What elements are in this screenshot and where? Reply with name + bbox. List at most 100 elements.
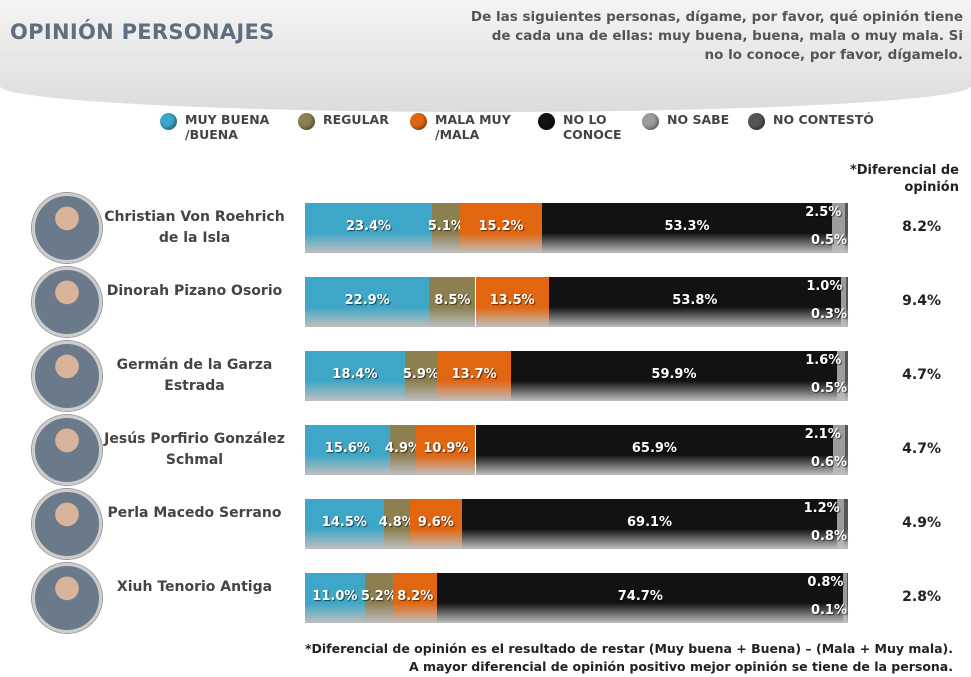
- legend-item: MUY BUENA /BUENA: [160, 112, 280, 142]
- bar-segment: [429, 277, 476, 327]
- bar-segment: [542, 203, 832, 253]
- person-photo: [32, 563, 102, 633]
- data-label: 5.1%: [427, 219, 464, 234]
- bar-segment: [846, 277, 848, 327]
- differential-value: 2.8%: [902, 589, 941, 605]
- data-label: 15.2%: [478, 219, 524, 234]
- person-photo: [32, 489, 102, 559]
- data-label: 14.5%: [321, 515, 367, 530]
- differential-value: 4.7%: [902, 367, 941, 383]
- bar-segment: [833, 425, 845, 475]
- question: De las siguientes personas, dígame, por …: [471, 8, 963, 65]
- question-line: De las siguientes personas, dígame, por …: [470, 9, 963, 25]
- data-label: 15.6%: [324, 441, 370, 456]
- data-label: 8.5%: [434, 293, 471, 308]
- data-label: 65.9%: [631, 441, 677, 456]
- data-label: 4.9%: [384, 441, 422, 456]
- bar-segment: [511, 351, 837, 401]
- differential-header: *Diferencial de opinión: [849, 163, 959, 195]
- bar-segment: [475, 425, 834, 475]
- data-label: 74.7%: [617, 589, 663, 604]
- bar-segment: [836, 351, 846, 401]
- data-label: 1.6%: [805, 353, 842, 368]
- legend-label: NO CONTESTÓ: [773, 112, 874, 127]
- bar-segment: [364, 573, 393, 623]
- data-label: 13.5%: [489, 293, 535, 308]
- data-label: 0.5%: [810, 381, 847, 396]
- bar-segment: [475, 277, 549, 327]
- differential-value: 4.7%: [902, 441, 941, 457]
- data-label: 1.0%: [806, 279, 843, 294]
- bar-segment: [436, 351, 512, 401]
- legend-label: REGULAR: [323, 112, 389, 127]
- bar-segment: [840, 277, 847, 327]
- data-label: 11.0%: [312, 589, 358, 604]
- bar-segment: [305, 425, 390, 475]
- data-label: 5.2%: [360, 589, 397, 604]
- data-label: 0.5%: [810, 233, 847, 248]
- bar-segment: [459, 203, 543, 253]
- person-photo: [32, 193, 102, 263]
- data-label: 1.2%: [803, 501, 840, 516]
- legend-swatch: [298, 113, 315, 130]
- data-label: 2.5%: [805, 205, 842, 220]
- bar-segment: [847, 573, 848, 623]
- bar-segment: [548, 277, 841, 327]
- bar-segment: [404, 351, 437, 401]
- data-label: 4.8%: [378, 515, 415, 530]
- chart-title: OPINIÓN PERSONAJES: [10, 20, 275, 44]
- bar-segment: [305, 499, 384, 549]
- data-label: 0.8%: [810, 529, 847, 544]
- header-band: [0, 0, 971, 112]
- data-label: 13.7%: [451, 367, 497, 382]
- bar-segment: [392, 573, 438, 623]
- bar-segment: [844, 425, 848, 475]
- data-label: 0.3%: [810, 307, 847, 322]
- person-photo: [32, 267, 102, 337]
- data-label: 18.4%: [332, 367, 378, 382]
- bar-segment: [845, 203, 848, 253]
- question-line: no lo conoce, por favor, dígamelo.: [704, 47, 963, 63]
- data-label: 53.3%: [664, 219, 710, 234]
- footnote: A mayor diferencial de opinión positivo …: [408, 659, 953, 674]
- legend-label: MALA MUY /MALA: [435, 112, 511, 142]
- data-label: 8.2%: [397, 589, 434, 604]
- bar-segment: [305, 277, 430, 327]
- legend-swatch: [160, 113, 177, 130]
- bar-segment: [437, 573, 844, 623]
- category-label: Perla Macedo Serrano: [107, 505, 282, 521]
- legend-item: NO LO CONOCE: [538, 112, 638, 142]
- bar-segment: [305, 573, 365, 623]
- category-label: Xiuh Tenorio Antiga: [116, 579, 273, 595]
- legend-swatch: [748, 113, 765, 130]
- bar-segment: [461, 499, 838, 549]
- data-label: 0.8%: [807, 575, 844, 590]
- bar-segment: [837, 499, 844, 549]
- data-label: 5.9%: [402, 367, 439, 382]
- bar-segment: [416, 425, 476, 475]
- legend-item: NO CONTESTÓ: [748, 112, 874, 130]
- legend-label: NO LO CONOCE: [563, 112, 622, 142]
- data-label: 0.1%: [810, 603, 847, 618]
- legend-label: NO SABE: [667, 112, 730, 127]
- person-photo: [32, 341, 102, 411]
- data-label: 59.9%: [651, 367, 697, 382]
- bar-segment: [432, 203, 460, 253]
- legend-swatch: [642, 113, 659, 130]
- bar-segment: [409, 499, 462, 549]
- legend-swatch: [538, 113, 555, 130]
- category-label: Germán de la Garza Estrada: [116, 357, 273, 394]
- differential-value: 8.2%: [902, 219, 941, 235]
- person-photo: [32, 415, 102, 485]
- data-label: 23.4%: [345, 219, 392, 234]
- question-line: de cada una de ellas: muy buena, buena, …: [491, 28, 963, 44]
- footnote: *Diferencial de opinión es el resultado …: [304, 641, 953, 656]
- data-label: 2.1%: [804, 427, 841, 442]
- legend-swatch: [410, 113, 427, 130]
- bar-segment: [305, 351, 405, 401]
- data-label: 10.9%: [423, 441, 469, 456]
- category-label: Jesús Porfirio González Schmal: [104, 431, 285, 468]
- bar-segment: [305, 203, 433, 253]
- bar-segment: [845, 351, 848, 401]
